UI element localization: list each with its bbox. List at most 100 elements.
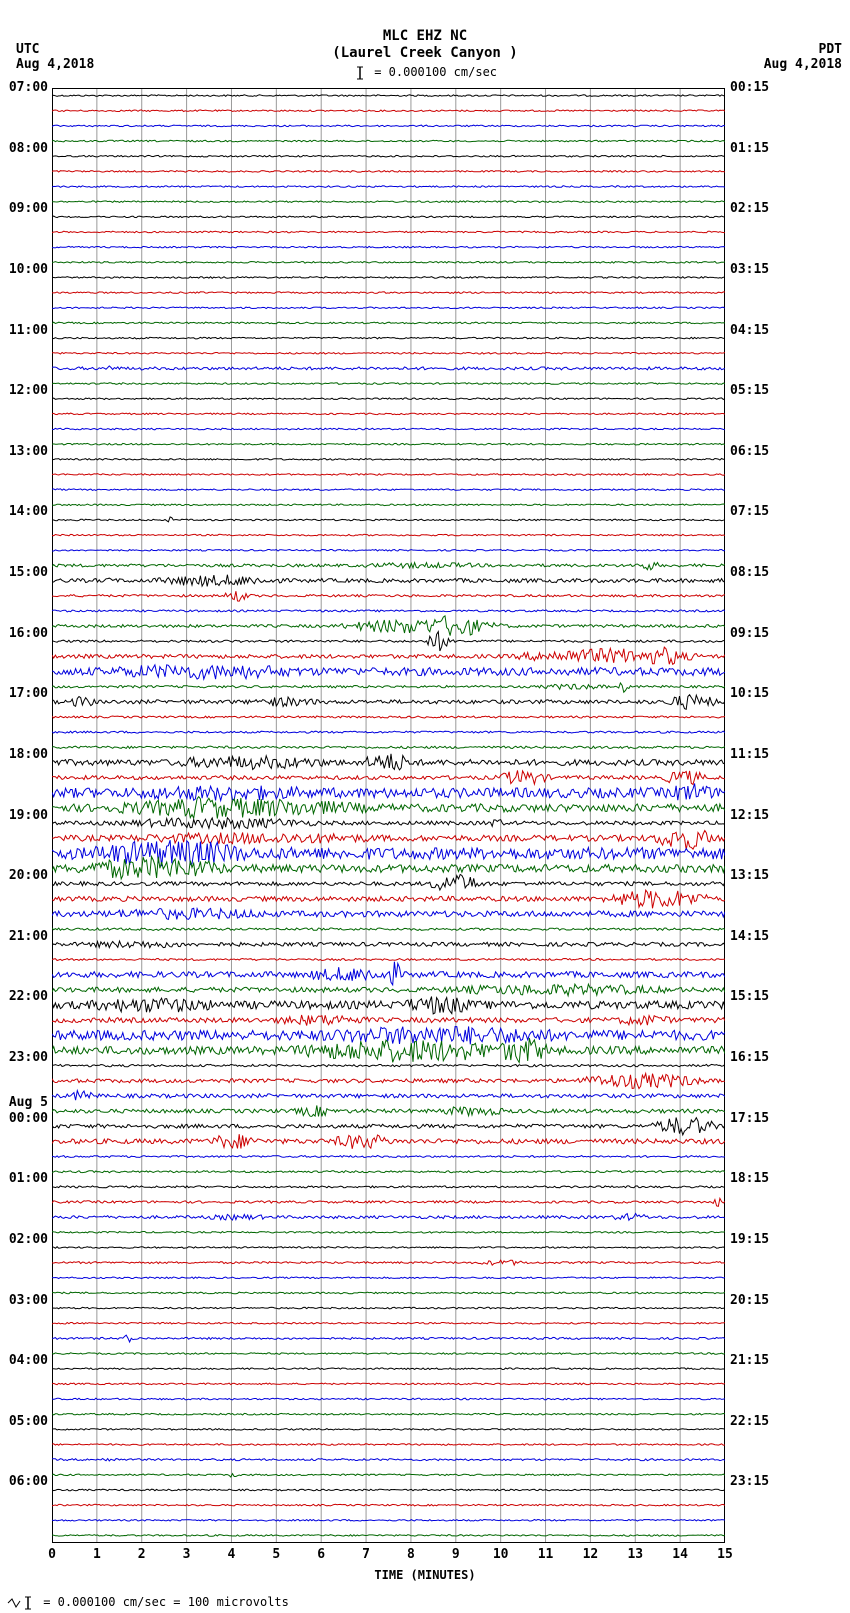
- seismic-trace: [52, 489, 725, 491]
- seismic-trace: [52, 474, 725, 476]
- local-time-label: 00:15: [730, 80, 769, 95]
- seismic-trace: [52, 550, 725, 552]
- seismic-trace: [52, 201, 725, 203]
- seismic-trace: [52, 962, 725, 985]
- x-tick: 5: [266, 1547, 286, 1562]
- seismic-trace: [52, 1292, 725, 1294]
- utc-time-label: 04:00: [2, 1353, 48, 1368]
- utc-time-label: 20:00: [2, 868, 48, 883]
- seismic-trace: [52, 1198, 725, 1206]
- x-tick: 8: [401, 1547, 421, 1562]
- local-time-label: 14:15: [730, 929, 769, 944]
- seismogram-container: MLC EHZ NC (Laurel Creek Canyon ) = 0.00…: [0, 0, 850, 1613]
- scale-text: = 0.000100 cm/sec: [374, 65, 497, 79]
- utc-time-label: 09:00: [2, 201, 48, 216]
- seismic-trace: [52, 770, 725, 784]
- seismic-trace: [52, 1171, 725, 1173]
- seismic-trace: [52, 246, 725, 248]
- x-tick: 11: [536, 1547, 556, 1562]
- seismic-trace: [52, 797, 725, 819]
- seismic-trace: [52, 1026, 725, 1044]
- seismic-trace: [52, 857, 725, 879]
- local-time-label: 04:15: [730, 323, 769, 338]
- station-subtitle: (Laurel Creek Canyon ): [0, 45, 850, 61]
- local-time-label: 02:15: [730, 201, 769, 216]
- local-time-label: 01:15: [730, 141, 769, 156]
- seismic-trace: [52, 443, 725, 445]
- local-time-label: 15:15: [730, 989, 769, 1004]
- seismic-trace: [52, 216, 725, 218]
- local-time-label: 06:15: [730, 444, 769, 459]
- footer-scale: = 0.000100 cm/sec = 100 microvolts: [6, 1595, 289, 1610]
- seismic-trace: [52, 171, 725, 173]
- x-tick: 3: [177, 1547, 197, 1562]
- seismic-trace: [52, 366, 725, 370]
- seismic-trace: [52, 292, 725, 294]
- seismic-trace: [52, 941, 725, 948]
- seismic-trace: [52, 959, 725, 961]
- seismic-trace: [52, 683, 725, 692]
- seismic-trace: [52, 125, 725, 127]
- seismic-trace: [52, 875, 725, 891]
- footer-text: = 0.000100 cm/sec = 100 microvolts: [43, 1595, 289, 1609]
- seismic-trace: [52, 231, 725, 233]
- seismic-trace: [52, 322, 725, 324]
- seismic-trace: [52, 534, 725, 536]
- seismogram-plot: [52, 88, 725, 1543]
- seismic-trace: [52, 1214, 725, 1221]
- seismic-trace: [52, 716, 725, 718]
- seismic-trace: [52, 504, 725, 506]
- seismic-trace: [52, 610, 725, 612]
- seismic-trace: [52, 984, 725, 996]
- seismic-trace: [52, 110, 725, 112]
- utc-time-label: 00:00: [2, 1111, 48, 1126]
- x-tick: 1: [87, 1547, 107, 1562]
- seismic-trace: [52, 997, 725, 1014]
- seismic-trace: [52, 1368, 725, 1370]
- utc-time-label: 05:00: [2, 1414, 48, 1429]
- seismic-trace: [52, 1398, 725, 1400]
- seismic-trace: [52, 1064, 725, 1066]
- seismic-trace: [52, 1074, 725, 1089]
- utc-time-label: 01:00: [2, 1171, 48, 1186]
- utc-time-label: 07:00: [2, 80, 48, 95]
- x-tick: 9: [446, 1547, 466, 1562]
- seismic-trace: [52, 695, 725, 710]
- seismic-trace: [52, 1156, 725, 1158]
- seismic-trace: [52, 731, 725, 733]
- seismic-trace: [52, 1247, 725, 1249]
- seismic-trace: [52, 1520, 725, 1522]
- seismic-trace: [52, 1134, 725, 1149]
- seismic-trace: [52, 1444, 725, 1446]
- local-time-label: 19:15: [730, 1232, 769, 1247]
- seismic-trace: [52, 1186, 725, 1188]
- local-time-label: 21:15: [730, 1353, 769, 1368]
- timezone-left: UTC: [16, 42, 39, 57]
- x-tick: 4: [221, 1547, 241, 1562]
- seismic-trace: [52, 1504, 725, 1506]
- seismic-trace: [52, 140, 725, 142]
- seismic-trace: [52, 818, 725, 829]
- x-tick: 13: [625, 1547, 645, 1562]
- seismic-trace: [52, 307, 725, 309]
- seismic-trace: [52, 413, 725, 415]
- seismic-trace: [52, 591, 725, 601]
- seismic-trace: [52, 398, 725, 400]
- utc-time-label: 18:00: [2, 747, 48, 762]
- utc-time-label: 16:00: [2, 626, 48, 641]
- date-right: Aug 4,2018: [764, 57, 842, 72]
- seismic-trace: [52, 1459, 725, 1462]
- seismic-trace: [52, 754, 725, 770]
- utc-time-label: 02:00: [2, 1232, 48, 1247]
- seismic-trace: [52, 383, 725, 385]
- seismic-trace: [52, 616, 725, 636]
- local-time-label: 03:15: [730, 262, 769, 277]
- local-time-label: 08:15: [730, 565, 769, 580]
- seismic-trace: [52, 1535, 725, 1537]
- seismic-trace: [52, 262, 725, 264]
- page-title: MLC EHZ NC: [0, 28, 850, 44]
- local-time-label: 23:15: [730, 1474, 769, 1489]
- seismic-trace: [52, 1232, 725, 1234]
- mid-date-label: Aug 5: [2, 1095, 48, 1110]
- seismic-trace: [52, 1277, 725, 1279]
